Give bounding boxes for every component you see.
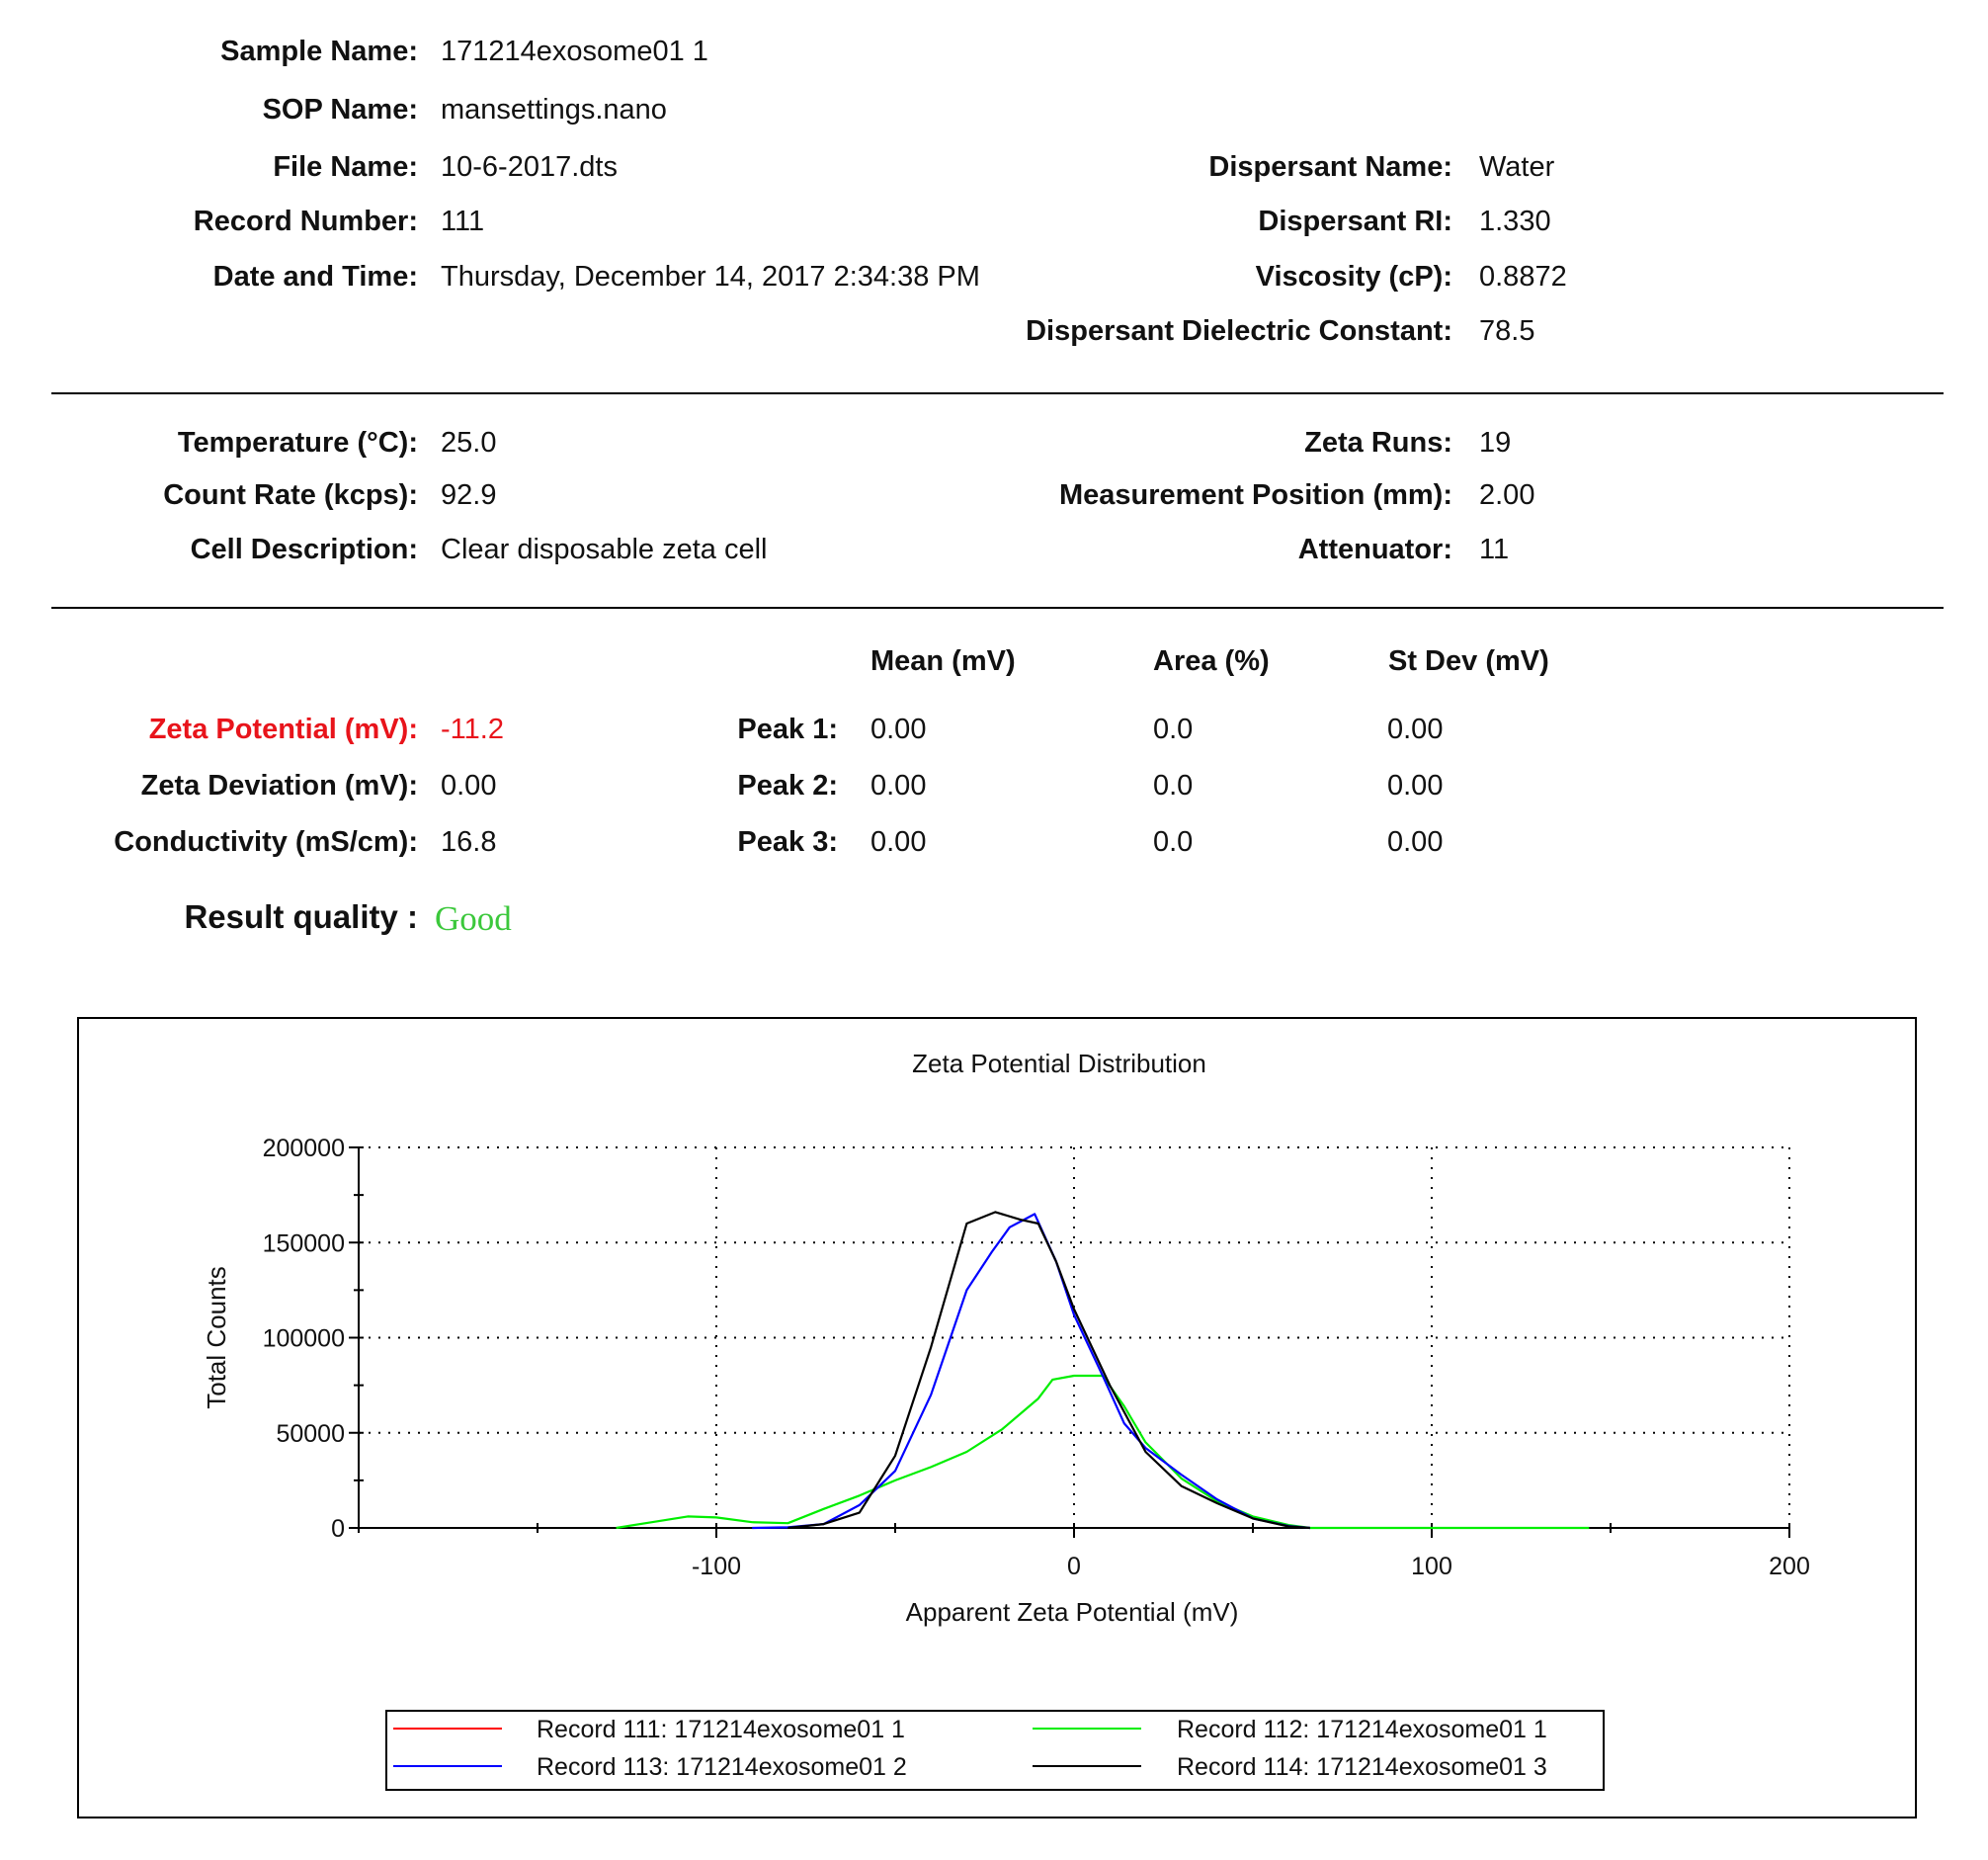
- date-time-label: Date and Time:: [212, 261, 418, 293]
- cell-description-label: Cell Description:: [190, 534, 418, 565]
- peak-3-mean: 0.00: [870, 826, 927, 858]
- zeta-potential-label: Zeta Potential (mV):: [148, 714, 418, 745]
- x-tick-label: 200: [1769, 1553, 1810, 1580]
- legend-label-1: Record 111: 171214exosome01 1: [537, 1716, 905, 1743]
- peak-2-stdev: 0.00: [1387, 770, 1444, 802]
- y-tick-label: 200000: [263, 1135, 345, 1162]
- dielectric-value: 78.5: [1479, 315, 1535, 347]
- x-tick-label: -100: [692, 1553, 741, 1580]
- count-rate-value: 92.9: [441, 479, 497, 511]
- dispersant-name-label: Dispersant Name:: [1208, 151, 1452, 183]
- temperature-value: 25.0: [441, 427, 497, 459]
- viscosity-value: 0.8872: [1479, 261, 1567, 293]
- area-header: Area (%): [1153, 645, 1270, 677]
- peak-1-area: 0.0: [1153, 714, 1194, 745]
- chart-canvas: Zeta Potential Distribution 0 50000 100000 1…: [202, 1049, 1810, 1791]
- divider-2: [51, 607, 1944, 609]
- y-tick-label: 150000: [263, 1229, 345, 1257]
- zeta-potential-value: -11.2: [441, 714, 504, 745]
- y-tick-label: 100000: [263, 1325, 345, 1353]
- x-tick-label: 0: [1067, 1553, 1081, 1580]
- peak-3-label: Peak 3:: [737, 826, 838, 858]
- file-name-label: File Name:: [273, 151, 418, 183]
- conductivity-value: 16.8: [441, 826, 497, 858]
- zeta-deviation-value: 0.00: [441, 770, 497, 802]
- legend-box: [385, 1710, 1605, 1791]
- x-tick-label: 100: [1411, 1553, 1452, 1580]
- file-name-value: 10-6-2017.dts: [441, 151, 618, 183]
- dispersant-ri-label: Dispersant RI:: [1258, 206, 1452, 237]
- peak-2-area: 0.0: [1153, 770, 1194, 802]
- zeta-distribution-chart: Zeta Potential Distribution 0 50000 100000 1…: [77, 1017, 1917, 1818]
- sample-name-value: 171214exosome01 1: [441, 36, 708, 67]
- date-time-value: Thursday, December 14, 2017 2:34:38 PM: [441, 261, 980, 293]
- legend-label-2: Record 112: 171214exosome01 1: [1177, 1716, 1547, 1743]
- zeta-runs-value: 19: [1479, 427, 1512, 459]
- peak-3-area: 0.0: [1153, 826, 1194, 858]
- measurement-position-label: Measurement Position (mm):: [1059, 479, 1452, 511]
- sop-name-value: mansettings.nano: [441, 94, 667, 126]
- chart-title: Zeta Potential Distribution: [912, 1049, 1206, 1078]
- count-rate-label: Count Rate (kcps):: [163, 479, 418, 511]
- peak-3-stdev: 0.00: [1387, 826, 1444, 858]
- attenuator-value: 11: [1479, 534, 1510, 565]
- conductivity-label: Conductivity (mS/cm):: [114, 826, 418, 858]
- x-axis-label: Apparent Zeta Potential (mV): [906, 1597, 1239, 1627]
- mean-header: Mean (mV): [870, 645, 1016, 677]
- y-tick-label: 0: [331, 1515, 345, 1543]
- series-line-3: [752, 1213, 1310, 1530]
- y-axis-label: Total Counts: [202, 1266, 231, 1409]
- viscosity-label: Viscosity (cP):: [1255, 261, 1452, 293]
- cell-description-value: Clear disposable zeta cell: [441, 534, 768, 565]
- zeta-deviation-label: Zeta Deviation (mV):: [140, 770, 418, 802]
- temperature-label: Temperature (°C):: [177, 427, 418, 459]
- series-line-2: [616, 1374, 1590, 1530]
- stdev-header: St Dev (mV): [1388, 645, 1549, 677]
- peak-1-mean: 0.00: [870, 714, 927, 745]
- sop-name-label: SOP Name:: [262, 94, 418, 126]
- legend-label-4: Record 114: 171214exosome01 3: [1177, 1753, 1547, 1781]
- measurement-position-value: 2.00: [1479, 479, 1535, 511]
- result-quality-label: Result quality :: [184, 898, 418, 935]
- result-quality-value: Good: [435, 899, 512, 938]
- y-tick-label: 50000: [276, 1420, 345, 1448]
- legend-label-3: Record 113: 171214exosome01 2: [537, 1753, 907, 1781]
- dispersant-ri-value: 1.330: [1479, 206, 1551, 237]
- peak-2-mean: 0.00: [870, 770, 927, 802]
- sample-name-label: Sample Name:: [220, 36, 418, 67]
- peak-1-stdev: 0.00: [1387, 714, 1444, 745]
- series-line-4: [787, 1211, 1310, 1530]
- zeta-runs-label: Zeta Runs:: [1304, 427, 1452, 459]
- record-number-value: 111: [441, 206, 485, 237]
- dielectric-label: Dispersant Dielectric Constant:: [1026, 315, 1452, 347]
- attenuator-label: Attenuator:: [1297, 534, 1452, 565]
- record-number-label: Record Number:: [193, 206, 418, 237]
- divider-1: [51, 392, 1944, 394]
- peak-1-label: Peak 1:: [737, 714, 838, 745]
- dispersant-name-value: Water: [1479, 151, 1555, 183]
- peak-2-label: Peak 2:: [737, 770, 838, 802]
